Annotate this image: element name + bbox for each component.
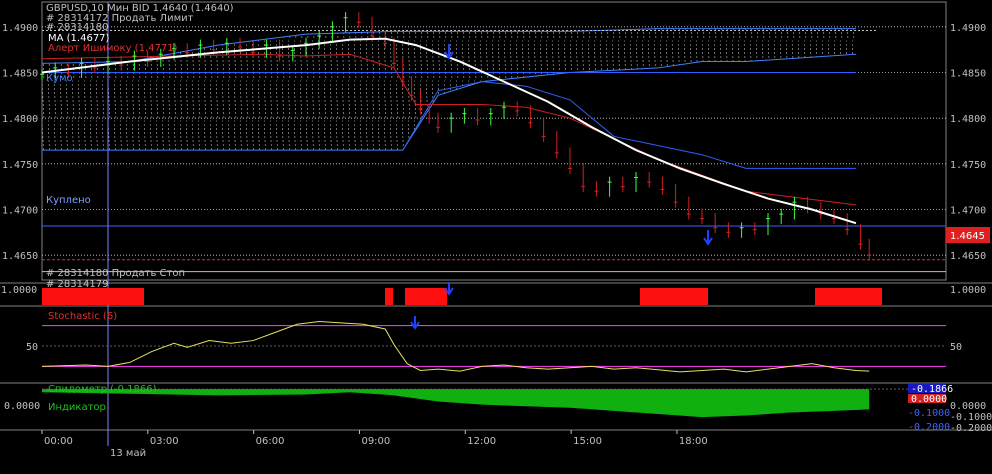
down-arrow-icon — [703, 230, 713, 246]
order-label[interactable]: # 28314180 — [46, 22, 108, 33]
down-arrow-icon — [410, 316, 420, 330]
price-tick-label: 1.4800 — [2, 114, 38, 125]
signal-panel — [42, 288, 882, 305]
speed-badge-text: -0.1000 — [908, 408, 950, 419]
tenkan-line — [402, 81, 856, 169]
time-axis: 00:00 03:00 06:00 09:00 12:00 15:00 18:00 — [41, 430, 708, 447]
speed-axis-right: -0.1000 — [950, 412, 992, 423]
price-tick-label: 1.4700 — [2, 206, 38, 217]
symbol-header: GBPUSD,10 Мин BID 1.4640 (1.4640) — [46, 3, 234, 14]
stoch-axis-left: 50 — [26, 342, 38, 353]
stochastic-label: Stochastic (6) — [48, 311, 117, 322]
speedometer-histogram — [42, 389, 870, 418]
price-axis-right: 1.4900 1.4850 1.4800 1.4750 1.4700 1.4650 — [950, 23, 986, 262]
stochastic-line — [41, 321, 870, 373]
price-tick-label: 1.4750 — [950, 160, 986, 171]
price-tick-label: 1.4650 — [950, 251, 986, 262]
time-tick-label: 15:00 — [573, 436, 602, 447]
order-sell-limit-label[interactable]: # 28314172 Продать Лимит — [46, 13, 194, 24]
price-tick-label: 1.4750 — [2, 160, 38, 171]
price-axis-left: 1.4900 1.4850 1.4800 1.4750 1.4700 1.4650 — [2, 23, 38, 262]
time-tick-label: 12:00 — [467, 436, 496, 447]
date-label: 13 май — [110, 448, 146, 459]
speed-axis-right: -0.2000 — [950, 423, 992, 434]
signal-bar — [405, 288, 447, 305]
signal-bar — [42, 288, 144, 305]
alert-label: Алерт Ишимоку (1.4771) — [48, 43, 178, 54]
moving-average-line — [41, 37, 857, 225]
price-tick-label: 1.4900 — [2, 23, 38, 34]
speed-badge — [908, 384, 946, 393]
ma-label: MA (1.4677) — [48, 33, 110, 44]
signal-bar — [815, 288, 882, 305]
speed-badge-text: 0.0000 — [911, 394, 947, 405]
speedometer-label: Спидометр (-0.1866) — [48, 384, 157, 395]
down-arrow-icon — [444, 282, 454, 296]
price-tick-label: 1.4700 — [950, 206, 986, 217]
bought-label: Куплено — [46, 195, 91, 206]
time-tick-label: 09:00 — [361, 436, 390, 447]
time-tick-label: 00:00 — [44, 436, 73, 447]
price-tick-label: 1.4850 — [2, 69, 38, 80]
senkou-b-line — [42, 53, 857, 151]
signal-axis-right: 1.0000 — [950, 285, 986, 296]
sell-stop-label: # 28314180 Продать Стоп — [46, 268, 185, 279]
time-tick-label: 06:00 — [256, 436, 285, 447]
price-badge — [946, 227, 990, 243]
kumo-area — [42, 28, 856, 151]
candles — [40, 12, 872, 261]
price-tick-label: 1.4800 — [950, 114, 986, 125]
signal-arrows — [444, 44, 713, 246]
speed-axis-left: 0.0000 — [4, 401, 40, 412]
signal-axis-left: 1.0000 — [1, 285, 37, 296]
stoch-axis-right: 50 — [950, 342, 962, 353]
down-arrow-icon — [444, 44, 454, 60]
speed-badge — [908, 394, 946, 403]
price-tick-label: 1.4900 — [950, 23, 986, 34]
speed-axis-right: 0.0000 — [950, 401, 986, 412]
speed-badges: -0.1866 0.0000 -0.1000 -0.2000 — [908, 384, 953, 433]
kumo-label: Кумо — [46, 73, 73, 84]
signal-bar — [385, 288, 393, 305]
price-tick-label: 1.4650 — [2, 251, 38, 262]
time-tick-label: 18:00 — [679, 436, 708, 447]
signal-label: # 28314179 — [46, 279, 108, 290]
price-badge-text: 1.4645 — [950, 231, 985, 242]
signal-bar — [640, 288, 708, 305]
kumo-cloud — [41, 28, 857, 151]
speed-area — [42, 389, 870, 418]
indicator-label: Индикатор — [48, 402, 106, 413]
speed-badge-text: -0.1866 — [911, 384, 953, 395]
time-tick-label: 03:00 — [150, 436, 179, 447]
speed-badge-text: -0.2000 — [908, 422, 950, 433]
price-tick-label: 1.4850 — [950, 69, 986, 80]
